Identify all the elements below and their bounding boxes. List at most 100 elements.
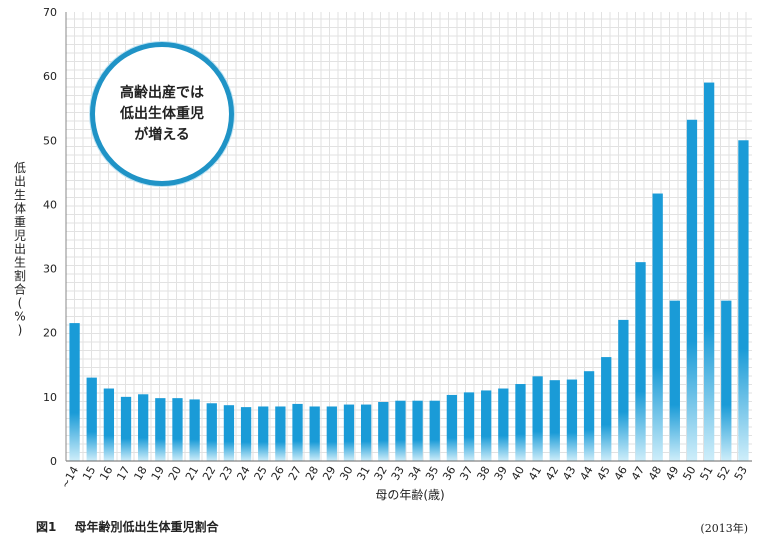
x-tick-label: 33 [389,464,407,483]
x-tick-label: 30 [337,464,355,483]
bar [566,379,578,461]
bar [69,323,80,461]
x-tick-label: 53 [732,464,750,483]
y-tick-label: 20 [43,327,57,340]
figure-number: 図1 [36,520,57,534]
x-tick-label: 23 [217,464,235,483]
x-tick-label: 20 [166,464,184,483]
x-tick-label: 24 [234,464,252,483]
bar [292,403,303,461]
bar [429,400,440,461]
axes [65,12,752,462]
x-tick-label: 29 [320,464,338,483]
bar [240,407,252,461]
x-tick-label: 45 [595,464,613,483]
x-tick-label: 16 [97,464,115,483]
bar [481,390,492,461]
x-tick-label: 22 [200,464,218,483]
bar [120,396,132,461]
bars [69,82,749,462]
y-axis-label: 低出生体重児出生割合(%) [14,161,26,337]
callout-line-1: 高齢出産では [120,84,204,101]
bar [412,400,423,461]
x-tick-label: 31 [354,464,372,483]
bar [343,404,355,461]
bar [703,82,715,462]
y-tick-label: 40 [43,198,57,211]
x-tick-label: 44 [577,464,595,483]
x-tick-label: 47 [629,464,647,483]
y-tick-label: 50 [43,134,57,147]
bar [275,406,286,461]
bar [549,380,560,461]
x-tick-label: 46 [612,464,630,483]
bar [738,140,749,462]
x-tick-label: 37 [457,464,475,483]
bar [138,394,149,461]
x-tick-label: 41 [526,464,544,483]
bar [360,404,372,461]
x-tick-labels: ~141516171819202122232425262728293031323… [58,464,750,491]
x-tick-label: 52 [715,464,733,483]
bar [326,406,337,461]
x-tick-label: 28 [303,464,321,483]
bar [721,300,732,461]
x-tick-label: 51 [697,464,715,483]
bar [223,405,235,461]
x-tick-label: 32 [372,464,390,483]
y-tick-label: 60 [43,70,57,83]
bar [652,193,663,461]
x-tick-label: ~14 [58,464,81,491]
x-tick-label: 39 [492,464,510,483]
y-tick-labels: 0 10 20 30 40 50 60 70 [43,6,57,468]
x-tick-label: 40 [509,464,527,483]
bar [618,319,629,461]
x-tick-label: 38 [475,464,493,483]
bar [172,398,183,461]
callout-bubble: 高齢出産では 低出生体重児 が増える [90,42,234,186]
y-tick-label: 70 [43,6,57,19]
figure-title: 母年齢別低出生体重児割合 [74,520,219,534]
x-tick-label: 49 [663,464,681,483]
x-tick-label: 15 [80,464,98,483]
bar [309,406,320,461]
callout-line-2: 低出生体重児 [120,105,204,122]
bar [446,394,458,461]
x-tick-label: 17 [114,464,132,483]
bar [635,262,646,461]
x-tick-label: 42 [543,464,561,483]
x-axis-label: 母の年齢(歳) [375,487,444,502]
x-tick-label: 18 [132,464,150,483]
y-tick-label: 10 [43,391,57,404]
x-tick-label: 34 [406,464,424,483]
bar [206,403,217,461]
figure-caption: 図1 母年齢別低出生体重児割合 [36,518,219,535]
x-tick-label: 25 [252,464,270,483]
callout-line-3: が増える [134,126,190,143]
x-tick-label: 27 [286,464,304,483]
y-tick-label: 0 [50,455,57,468]
bar [463,392,475,461]
bar [103,388,115,461]
bar [515,384,526,461]
y-tick-label: 30 [43,263,57,276]
x-tick-label: 50 [680,464,698,483]
x-tick-label: 36 [440,464,458,483]
bar [583,371,595,461]
x-tick-label: 48 [646,464,664,483]
bar [86,377,97,461]
bar [378,401,389,461]
x-tick-label: 35 [423,464,441,483]
x-tick-label: 26 [269,464,287,483]
bar [258,406,269,461]
figure-year: (2013年) [700,522,748,535]
bar [601,357,612,461]
x-tick-label: 19 [149,464,167,483]
bar [498,388,509,461]
x-tick-label: 21 [183,464,201,483]
bar [532,376,543,461]
bar [686,119,698,461]
x-tick-label: 43 [560,464,578,483]
bar [155,398,166,461]
bar [669,300,680,461]
